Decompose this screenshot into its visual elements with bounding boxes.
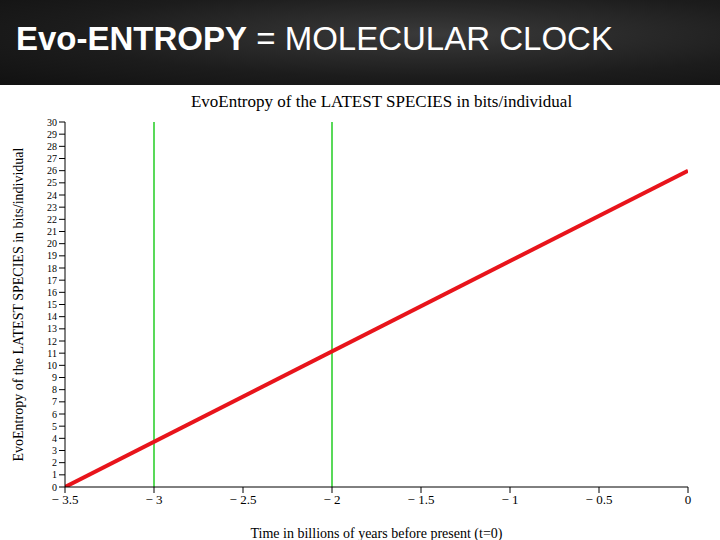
svg-text:− 0.5: − 0.5 [586,492,613,507]
svg-text:27: 27 [47,153,57,164]
svg-text:6: 6 [52,409,57,420]
svg-text:Time in billions of years befo: Time in billions of years before present… [251,526,503,540]
svg-text:23: 23 [47,202,57,213]
svg-text:26: 26 [47,165,57,176]
svg-text:2: 2 [52,457,57,468]
svg-text:− 2.5: − 2.5 [230,492,257,507]
svg-text:7: 7 [52,396,57,407]
svg-text:20: 20 [47,238,57,249]
svg-text:3: 3 [52,445,57,456]
svg-text:29: 29 [47,129,57,140]
svg-text:16: 16 [47,287,57,298]
svg-text:5: 5 [52,421,57,432]
svg-text:11: 11 [47,348,57,359]
html-text:Evo-ENTROPY = MOLECULAR CLOCK: Evo-ENTROPY = MOLECULAR CLOCK [16,20,613,57]
svg-text:13: 13 [47,323,57,334]
svg-text:18: 18 [47,263,57,274]
svg-text:0: 0 [685,492,692,507]
svg-text:8: 8 [52,384,57,395]
svg-text:12: 12 [47,336,57,347]
svg-text:22: 22 [47,214,57,225]
svg-text:− 2: − 2 [323,492,340,507]
svg-text:19: 19 [47,250,57,261]
svg-text:14: 14 [47,311,57,322]
svg-text:9: 9 [52,372,57,383]
svg-text:25: 25 [47,177,57,188]
svg-text:− 3.5: − 3.5 [52,492,79,507]
svg-text:1: 1 [52,469,57,480]
svg-text:28: 28 [47,141,57,152]
svg-text:15: 15 [47,299,57,310]
svg-text:10: 10 [47,360,57,371]
svg-text:0: 0 [52,482,57,493]
svg-text:EvoEntropy of the LATEST SPECI: EvoEntropy of the LATEST SPECIES in bits… [11,147,26,461]
html-text:EvoEntropy of the LATEST SPECI: EvoEntropy of the LATEST SPECIES in bits… [190,92,573,111]
svg-text:17: 17 [47,275,57,286]
svg-text:− 1.5: − 1.5 [408,492,435,507]
svg-text:− 3: − 3 [145,492,162,507]
svg-text:− 1: − 1 [501,492,518,507]
svg-text:4: 4 [52,433,57,444]
svg-text:24: 24 [47,190,57,201]
svg-text:21: 21 [47,226,57,237]
svg-text:30: 30 [47,117,57,128]
